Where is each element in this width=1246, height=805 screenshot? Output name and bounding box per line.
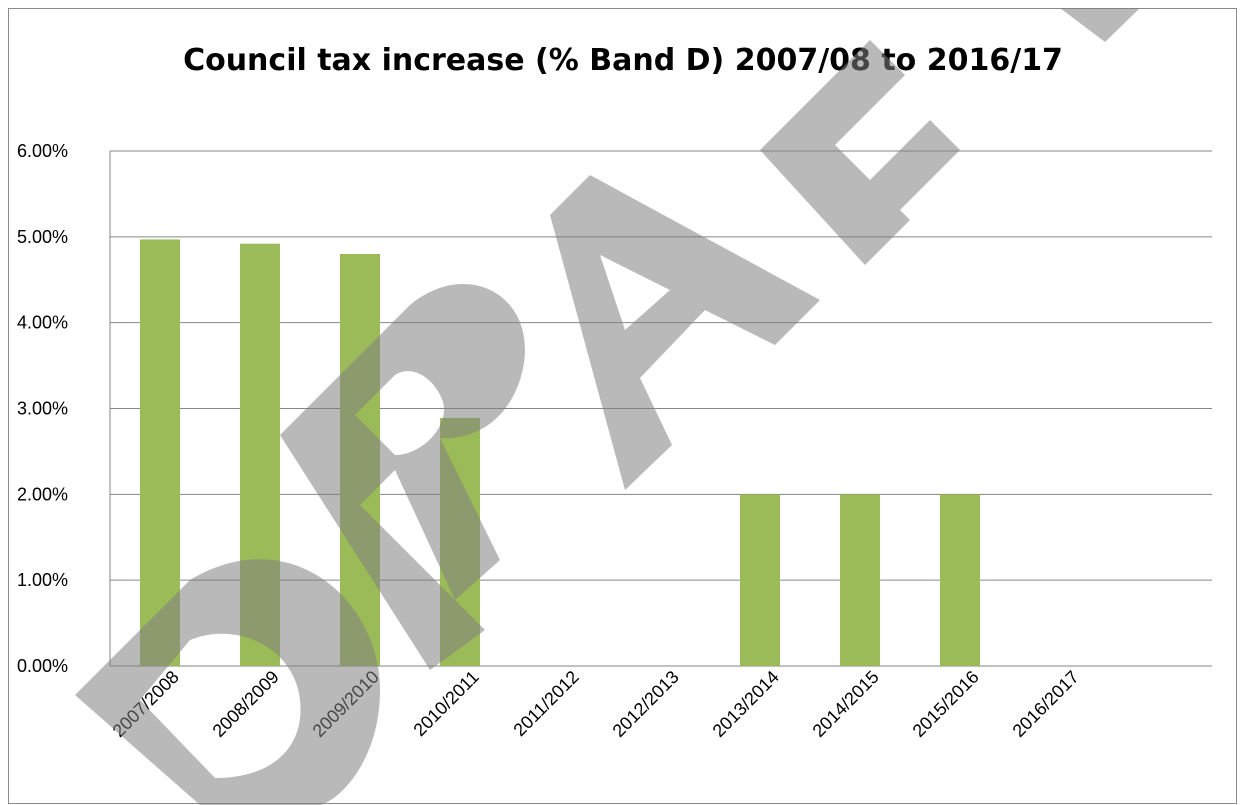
x-tick-label: 2013/2014 xyxy=(709,667,783,741)
watermark-letter-d xyxy=(75,559,380,805)
x-tick-label: 2010/2011 xyxy=(409,667,482,740)
x-tick-label: 2008/2009 xyxy=(209,667,283,741)
watermark-letter-a xyxy=(550,175,820,490)
y-tick-label: 6.00% xyxy=(17,141,68,161)
y-tick-label: 2.00% xyxy=(17,484,68,504)
watermark-letter-r xyxy=(280,284,525,670)
x-tick-label: 2011/2012 xyxy=(509,667,582,740)
watermark-letter-t xyxy=(1060,8,1140,42)
x-tick-label: 2014/2015 xyxy=(809,667,883,741)
y-tick-label: 4.00% xyxy=(17,313,68,333)
x-tick-label: 2016/2017 xyxy=(1009,667,1083,741)
bar xyxy=(140,239,180,667)
bar xyxy=(740,494,780,666)
y-tick-label: 0.00% xyxy=(17,656,68,676)
x-tick-label: 2012/2013 xyxy=(609,667,683,741)
x-axis-ticks: 2007/20082008/20092009/20102010/20112011… xyxy=(109,667,1083,741)
y-tick-label: 5.00% xyxy=(17,227,68,247)
chart-title: Council tax increase (% Band D) 2007/08 … xyxy=(183,43,1063,78)
bar xyxy=(840,494,880,666)
x-tick-label: 2015/2016 xyxy=(909,667,983,741)
watermark-letter-f xyxy=(760,40,960,265)
draft-watermark xyxy=(75,8,1140,805)
draft-watermark-letters xyxy=(75,8,1140,805)
bar xyxy=(940,494,980,666)
y-axis-ticks: 0.00% 1.00% 2.00% 3.00% 4.00% 5.00% 6.00% xyxy=(17,141,68,676)
y-tick-label: 3.00% xyxy=(17,399,68,419)
y-tick-label: 1.00% xyxy=(17,570,68,590)
